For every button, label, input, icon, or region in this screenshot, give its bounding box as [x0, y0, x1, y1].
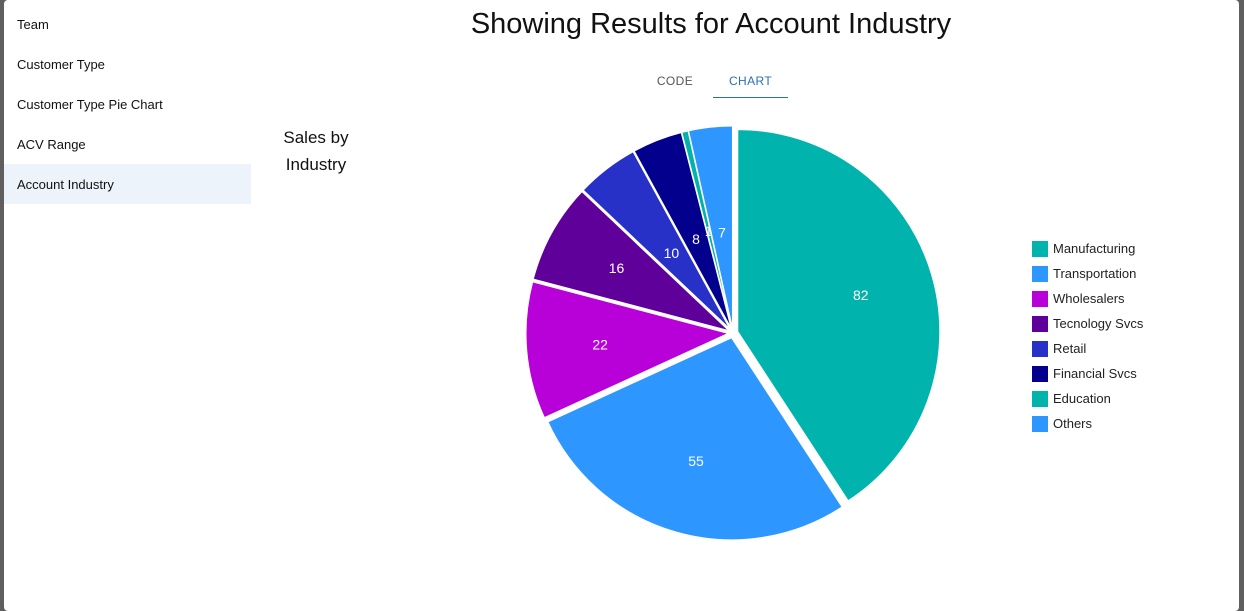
legend-item-financial-svcs[interactable]: Financial Svcs: [1032, 361, 1143, 386]
pie-slice-wholesalers[interactable]: [525, 281, 729, 419]
sidebar-item-account-industry[interactable]: Account Industry: [4, 164, 251, 204]
slice-value-label: 1: [705, 223, 713, 239]
pie-slice-transportation[interactable]: [547, 337, 843, 541]
slice-value-label: 8: [692, 231, 700, 247]
legend-label: Manufacturing: [1053, 241, 1136, 256]
legend-swatch: [1032, 240, 1048, 257]
sidebar-item-label: Customer Type: [17, 56, 105, 72]
legend-label: Tecnology Svcs: [1053, 316, 1144, 331]
legend-item-manufacturing[interactable]: Manufacturing: [1032, 236, 1143, 261]
slice-value-label: 55: [688, 453, 704, 469]
tab-label: CHART: [728, 73, 773, 88]
slice-value-label: 7: [718, 225, 726, 241]
page-title: Showing Results for Account Industry: [470, 8, 952, 40]
legend-item-retail[interactable]: Retail: [1032, 336, 1143, 361]
legend-swatch: [1032, 340, 1048, 357]
legend-label: Education: [1053, 391, 1111, 406]
legend-label: Others: [1053, 416, 1093, 431]
legend-label: Retail: [1053, 341, 1087, 356]
sidebar-item-customer-type-pie-chart[interactable]: Customer Type Pie Chart: [4, 84, 251, 124]
pie-slice-financial-svcs[interactable]: [633, 132, 732, 329]
pie-slice-tecnology-svcs[interactable]: [532, 191, 730, 332]
sidebar-item-team[interactable]: Team: [4, 4, 251, 44]
sidebar-item-label: Account Industry: [17, 176, 114, 192]
pie-slice-others[interactable]: [688, 125, 733, 329]
sidebar-item-label: Team: [17, 16, 49, 32]
sidebar-item-label: ACV Range: [17, 136, 86, 152]
sidebar-nav: Team Customer Type Customer Type Pie Cha…: [4, 0, 251, 611]
tab-chart[interactable]: CHART: [713, 64, 788, 98]
pie-slice-retail[interactable]: [582, 151, 731, 330]
legend-label: Wholesalers: [1053, 291, 1125, 306]
chart-legend: Manufacturing Transportation Wholesalers Te…: [1032, 236, 1143, 436]
legend-item-education[interactable]: Education: [1032, 386, 1143, 411]
legend-item-wholesalers[interactable]: Wholesalers: [1032, 286, 1143, 311]
legend-label: Transportation: [1053, 266, 1137, 281]
legend-label: Financial Svcs: [1053, 366, 1137, 381]
tab-label: CODE: [656, 74, 694, 88]
tab-code[interactable]: CODE: [640, 64, 710, 98]
legend-swatch: [1032, 265, 1048, 282]
sidebar-item-acv-range[interactable]: ACV Range: [4, 124, 251, 164]
slice-value-label: 16: [609, 260, 625, 276]
legend-swatch: [1032, 365, 1048, 382]
chart-title: Sales by Industry: [283, 128, 349, 174]
slice-value-label: 10: [664, 245, 680, 261]
sidebar-item-label: Customer Type Pie Chart: [17, 96, 163, 112]
pie-slice-education[interactable]: [681, 130, 733, 329]
slice-value-label: 22: [592, 336, 608, 352]
legend-swatch: [1032, 390, 1048, 407]
legend-swatch: [1032, 290, 1048, 307]
legend-item-others[interactable]: Others: [1032, 411, 1143, 436]
legend-item-tecnology-svcs[interactable]: Tecnology Svcs: [1032, 311, 1143, 336]
legend-item-transportation[interactable]: Transportation: [1032, 261, 1143, 286]
pie-slice-manufacturing[interactable]: [737, 129, 941, 502]
slice-value-label: 82: [853, 287, 869, 303]
legend-swatch: [1032, 415, 1048, 432]
sidebar-item-customer-type[interactable]: Customer Type: [4, 44, 251, 84]
legend-swatch: [1032, 315, 1048, 332]
